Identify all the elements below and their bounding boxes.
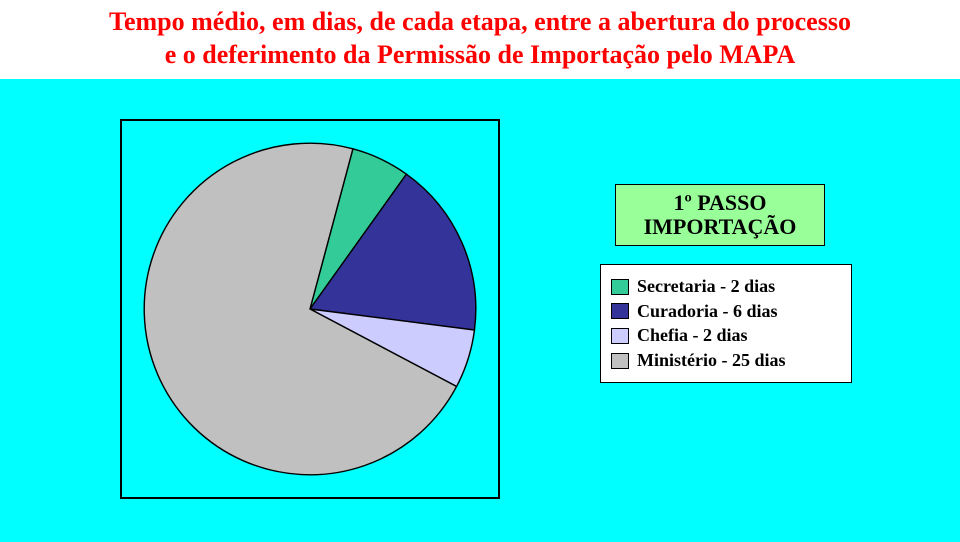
legend-swatch [611,353,629,369]
pie-chart-frame [120,119,500,499]
legend-swatch [611,279,629,295]
chart-area: 1º PASSO IMPORTAÇÃO Secretaria - 2 dias C… [0,79,960,539]
legend: Secretaria - 2 dias Curadoria - 6 diasChe… [600,264,852,383]
callout-line-1: 1º PASSO [620,191,820,215]
title-banner: Tempo médio, em dias, de cada etapa, ent… [0,0,960,79]
legend-label: Ministério - 25 dias [637,350,786,372]
step-callout: 1º PASSO IMPORTAÇÃO [615,184,825,246]
legend-swatch [611,328,629,344]
legend-swatch [611,303,629,319]
legend-label: Curadoria - 6 dias [637,301,778,323]
title-line-1: Tempo médio, em dias, de cada etapa, ent… [10,6,950,39]
pie-chart [130,129,490,489]
callout-line-2: IMPORTAÇÃO [620,215,820,239]
legend-label: Secretaria - 2 dias [637,276,775,298]
legend-row: Chefia - 2 dias [611,325,841,347]
title-line-2: e o deferimento da Permissão de Importaç… [10,39,950,72]
legend-row: Ministério - 25 dias [611,350,841,372]
legend-row: Curadoria - 6 dias [611,301,841,323]
legend-label: Chefia - 2 dias [637,325,748,347]
legend-row: Secretaria - 2 dias [611,276,841,298]
